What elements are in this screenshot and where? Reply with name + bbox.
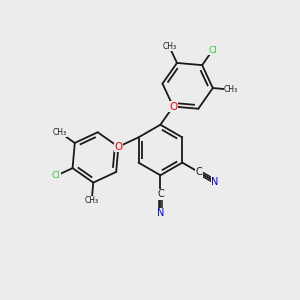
Text: N: N xyxy=(212,177,219,187)
Text: CH₃: CH₃ xyxy=(224,85,238,94)
Text: Cl: Cl xyxy=(208,46,217,55)
Text: C: C xyxy=(157,189,164,199)
Text: O: O xyxy=(169,101,177,112)
Text: CH₃: CH₃ xyxy=(85,196,99,205)
Text: CH₃: CH₃ xyxy=(162,42,176,51)
Text: O: O xyxy=(114,142,122,152)
Text: CH₃: CH₃ xyxy=(53,128,67,137)
Text: N: N xyxy=(157,208,164,218)
Text: C: C xyxy=(195,167,202,177)
Text: Cl: Cl xyxy=(52,171,61,180)
